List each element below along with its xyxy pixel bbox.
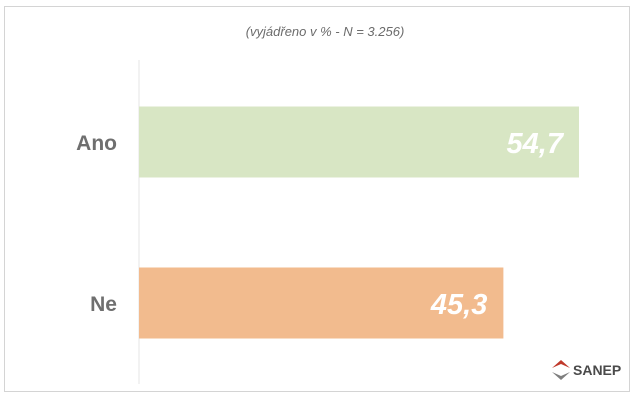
value-label-ano: 54,7	[507, 128, 565, 160]
bar-ne	[139, 267, 504, 339]
chart-subtitle: (vyjádřeno v % - N = 3.256)	[246, 24, 405, 39]
value-label-ne: 45,3	[430, 289, 487, 321]
category-label-ano: Ano	[76, 132, 117, 155]
bars-group: Ano 54,7 Ne 45,3	[76, 106, 579, 339]
sanep-logo-icon	[552, 360, 570, 380]
category-label-ne: Ne	[90, 293, 117, 316]
bar-ano	[139, 106, 579, 178]
sanep-logo: SANEP	[552, 360, 621, 380]
sanep-logo-text: SANEP	[573, 362, 621, 378]
